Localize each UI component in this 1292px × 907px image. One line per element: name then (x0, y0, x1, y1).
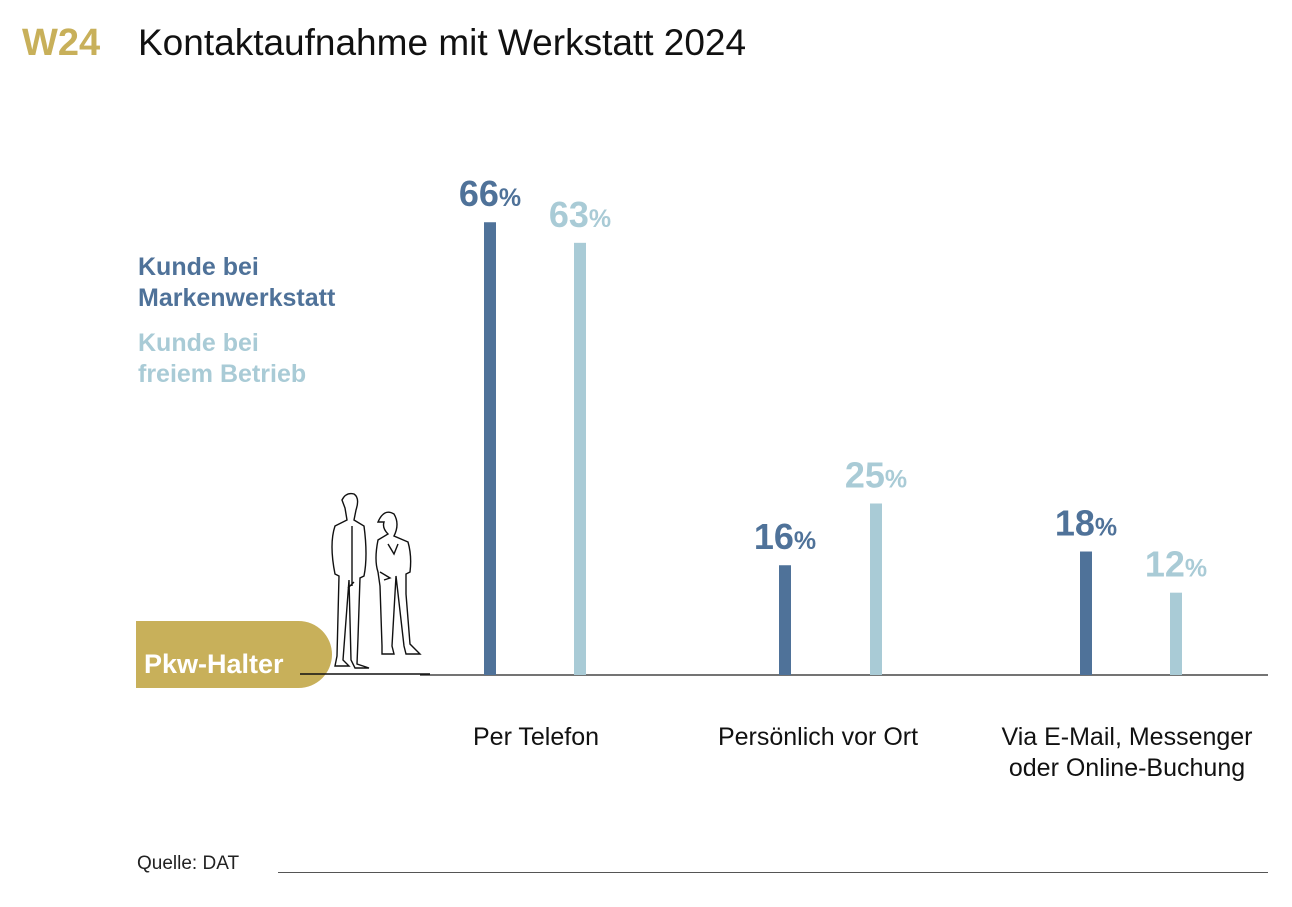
category-label-line: Per Telefon (472, 723, 600, 751)
bar-freier-betrieb (1170, 592, 1182, 675)
bar-freier-betrieb (574, 242, 586, 675)
legend-line: Kunde bei (138, 253, 259, 281)
people-illustration-icon (300, 492, 430, 675)
data-label: 66% (459, 173, 521, 214)
bar-markenwerkstatt (1080, 551, 1092, 675)
pkw-halter-badge: Pkw-Halter (136, 621, 332, 688)
bar-markenwerkstatt (779, 565, 791, 675)
badge-label: Pkw-Halter (144, 649, 284, 679)
data-label: 12% (1145, 544, 1207, 585)
category-label: Via E-Mail, Messenger oder Online-Buchung (1001, 722, 1252, 784)
bar-freier-betrieb (870, 503, 882, 675)
data-label: 63% (549, 194, 611, 235)
legend-line: Kunde bei (138, 329, 259, 357)
category-label: Per Telefon (473, 722, 599, 753)
bar-markenwerkstatt (484, 222, 496, 676)
legend-markenwerkstatt: Kunde bei Markenwerkstatt (138, 252, 335, 314)
category-label-line: Via E-Mail, Messenger (1001, 723, 1253, 751)
legend-line: Markenwerkstatt (138, 284, 336, 312)
source-divider (278, 872, 1268, 873)
category-label-line: Persönlich vor Ort (717, 723, 919, 751)
data-label: 18% (1055, 503, 1117, 544)
source-label: Quelle: DAT (137, 853, 240, 874)
legend-line: freiem Betrieb (138, 360, 307, 388)
legend-freier-betrieb: Kunde bei freiem Betrieb (138, 328, 306, 390)
category-label: Persönlich vor Ort (718, 722, 918, 753)
category-label-line: oder Online-Buchung (1008, 754, 1246, 782)
chart-title: Kontaktaufnahme mit Werkstatt 2024 (138, 22, 747, 63)
data-label: 16% (754, 516, 816, 557)
chart-code: W24 (22, 22, 101, 64)
data-label: 25% (845, 455, 907, 496)
